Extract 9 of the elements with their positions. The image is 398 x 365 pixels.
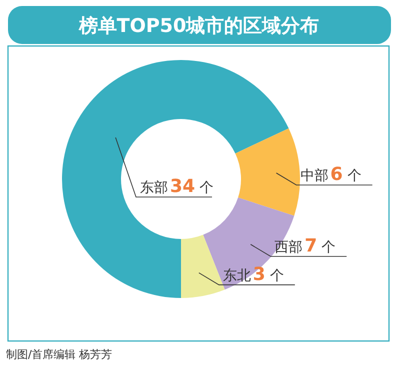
data-label: 3 个: [252, 264, 284, 285]
slice-label: 中部: [300, 168, 328, 184]
slice-label: 东北: [222, 268, 251, 284]
data-label: 7 个: [304, 235, 336, 256]
data-label: 34 个: [170, 176, 214, 197]
slice-label: 西部: [274, 239, 303, 256]
slice-label: 东部: [140, 180, 168, 196]
data-label: 6 个: [330, 164, 362, 186]
title: 榜单TOP50城市的区域分布: [78, 15, 320, 37]
